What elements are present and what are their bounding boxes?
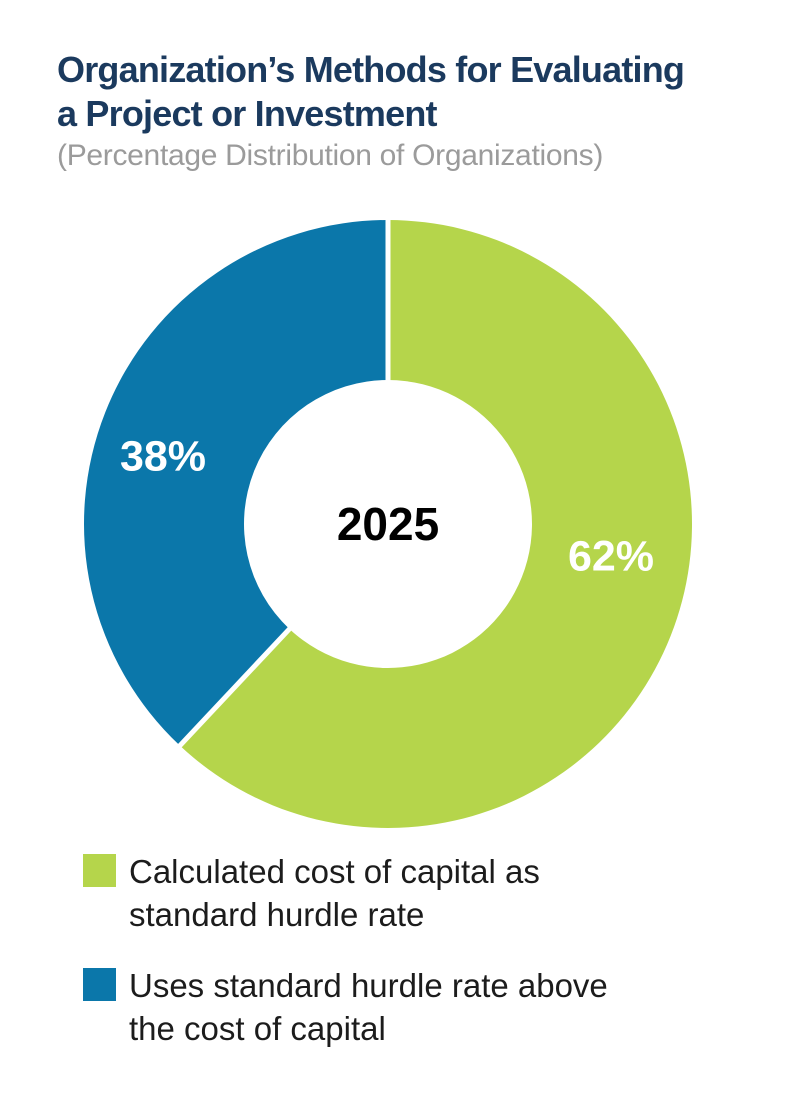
donut-segment-1 bbox=[84, 220, 389, 746]
legend-item-hurdle-rate: Uses standard hurdle rate above the cost… bbox=[83, 964, 608, 1050]
slice-label-green: 62% bbox=[567, 532, 655, 581]
legend-label-hurdle-rate: Uses standard hurdle rate above the cost… bbox=[129, 964, 608, 1050]
donut-chart: 38% 62% 2025 bbox=[82, 218, 694, 830]
legend-label-calculated-cost: Calculated cost of capital as standard h… bbox=[129, 850, 540, 936]
donut-center-year-label: 2025 bbox=[336, 498, 440, 550]
chart-subtitle: (Percentage Distribution of Organization… bbox=[57, 139, 604, 172]
legend-swatch-green bbox=[83, 854, 116, 887]
chart-title-line-2: a Project or Investment bbox=[57, 93, 438, 134]
legend-label-line: Uses standard hurdle rate above bbox=[129, 967, 608, 1004]
donut-segment-0 bbox=[179, 220, 692, 828]
chart-title: Organization’s Methods for Evaluating a … bbox=[57, 48, 685, 136]
legend-item-calculated-cost: Calculated cost of capital as standard h… bbox=[83, 850, 540, 936]
donut-svg bbox=[84, 218, 692, 828]
slice-label-blue: 38% bbox=[119, 432, 207, 481]
legend-swatch-blue bbox=[83, 968, 116, 1001]
legend-label-line: standard hurdle rate bbox=[129, 896, 425, 933]
legend-label-line: Calculated cost of capital as bbox=[129, 853, 540, 890]
legend-label-line: the cost of capital bbox=[129, 1010, 386, 1047]
chart-title-line-1: Organization’s Methods for Evaluating bbox=[57, 49, 685, 90]
segment-separator bbox=[176, 624, 294, 749]
